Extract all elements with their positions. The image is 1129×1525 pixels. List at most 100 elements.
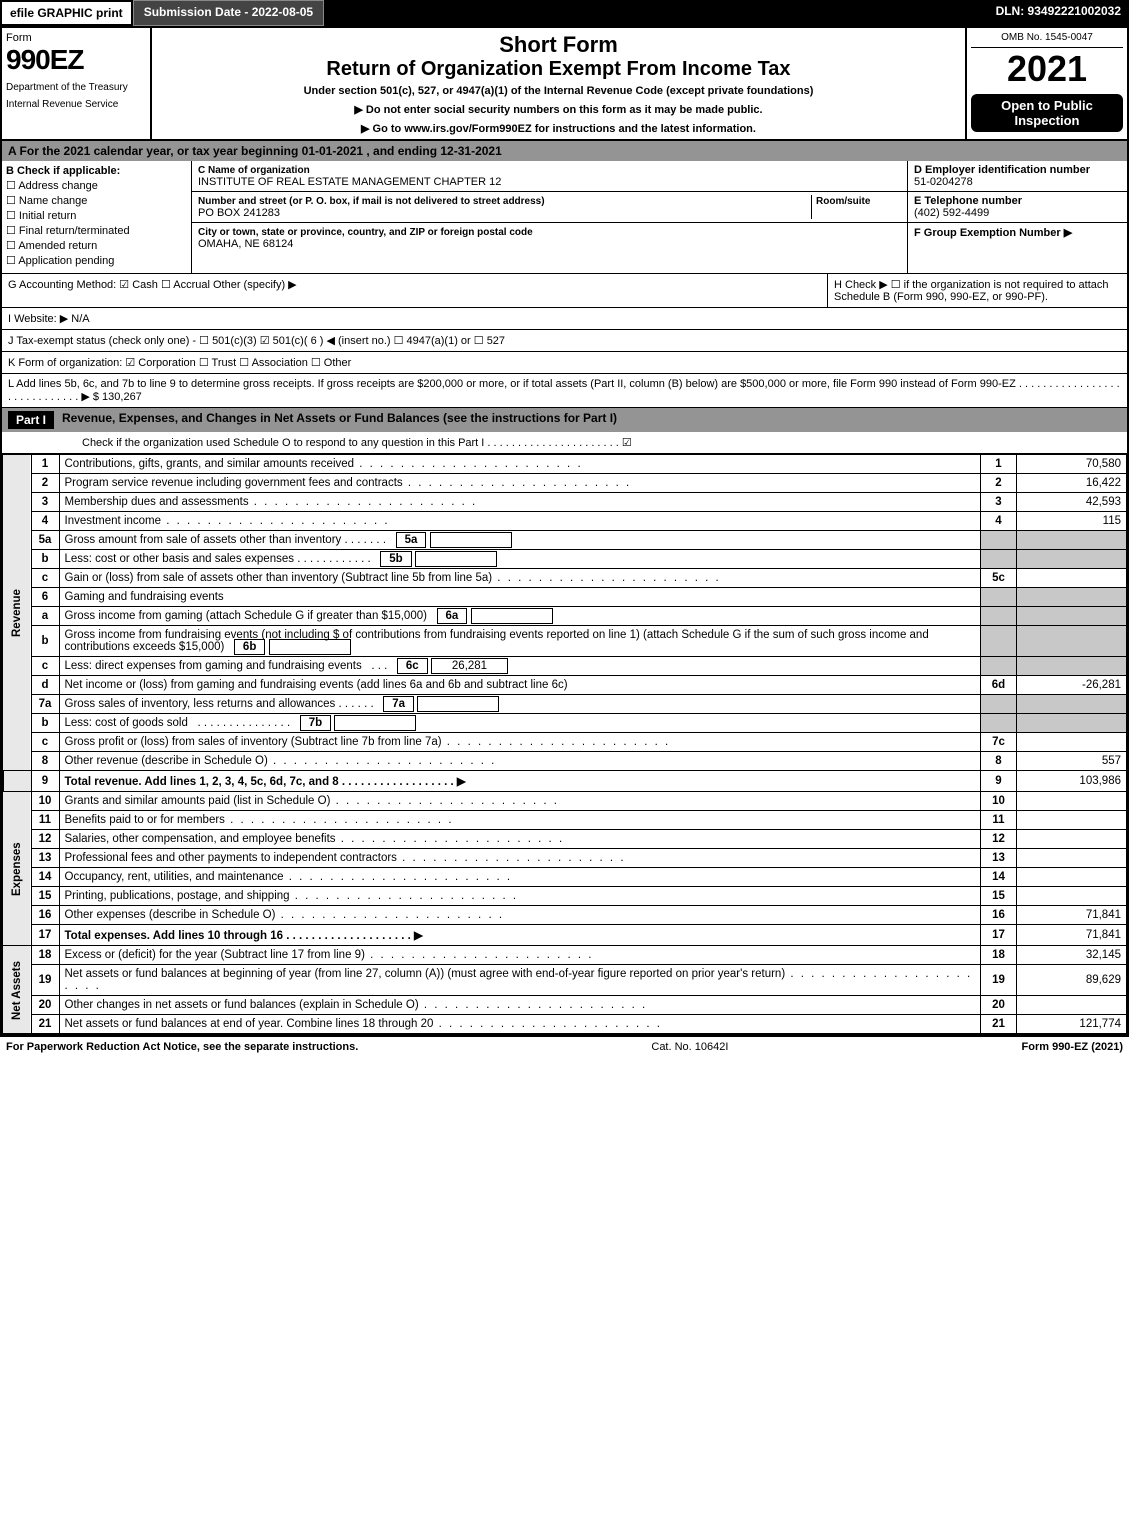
line-12-box: 12 bbox=[981, 830, 1017, 849]
efile-print-button[interactable]: efile GRAPHIC print bbox=[0, 0, 133, 26]
line-12-desc: Salaries, other compensation, and employ… bbox=[59, 830, 981, 849]
chk-initial-return[interactable]: ☐ Initial return bbox=[6, 209, 187, 222]
line-4-val: 115 bbox=[1017, 512, 1127, 531]
line-6a-num: a bbox=[31, 607, 59, 626]
dln-label: DLN: 93492221002032 bbox=[988, 0, 1129, 26]
line-6a-desc: Gross income from gaming (attach Schedul… bbox=[65, 610, 427, 622]
line-10-val bbox=[1017, 792, 1127, 811]
line-14-val bbox=[1017, 868, 1127, 887]
line-7a-shade bbox=[981, 695, 1017, 714]
line-5c-num: c bbox=[31, 569, 59, 588]
line-18-desc: Excess or (deficit) for the year (Subtra… bbox=[59, 946, 981, 965]
city-label: City or town, state or province, country… bbox=[198, 227, 533, 238]
line-21-val: 121,774 bbox=[1017, 1015, 1127, 1034]
line-6b-valshade bbox=[1017, 626, 1127, 657]
line-18-val: 32,145 bbox=[1017, 946, 1127, 965]
line-6c-valshade bbox=[1017, 657, 1127, 676]
line-5a-ival bbox=[430, 532, 512, 548]
line-9-val: 103,986 bbox=[1017, 771, 1127, 792]
line-6c-ival: 26,281 bbox=[431, 658, 508, 674]
line-2-num: 2 bbox=[31, 474, 59, 493]
row-k-form-org: K Form of organization: ☑ Corporation ☐ … bbox=[2, 352, 1127, 374]
line-6-desc: Gaming and fundraising events bbox=[59, 588, 981, 607]
form-label: Form bbox=[6, 32, 146, 44]
chk-name-change[interactable]: ☐ Name change bbox=[6, 194, 187, 207]
line-15-box: 15 bbox=[981, 887, 1017, 906]
tax-year: 2021 bbox=[971, 48, 1123, 90]
part-1-tag: Part I bbox=[8, 411, 54, 429]
line-4-desc: Investment income bbox=[59, 512, 981, 531]
line-6b-desc: Gross income from fundraising events (no… bbox=[65, 629, 929, 653]
line-8-desc: Other revenue (describe in Schedule O) bbox=[59, 752, 981, 771]
line-10-desc: Grants and similar amounts paid (list in… bbox=[59, 792, 981, 811]
line-13-box: 13 bbox=[981, 849, 1017, 868]
line-14-desc: Occupancy, rent, utilities, and maintena… bbox=[59, 868, 981, 887]
line-8-num: 8 bbox=[31, 752, 59, 771]
line-2-box: 2 bbox=[981, 474, 1017, 493]
line-6a-shade bbox=[981, 607, 1017, 626]
line-5c-box: 5c bbox=[981, 569, 1017, 588]
rev-side-end bbox=[3, 771, 31, 792]
line-5a-shade bbox=[981, 531, 1017, 550]
line-5a-desc: Gross amount from sale of assets other t… bbox=[65, 534, 342, 546]
line-7b-ibox: 7b bbox=[300, 715, 331, 731]
name-label: C Name of organization bbox=[198, 165, 310, 176]
line-7b-ival bbox=[334, 715, 416, 731]
line-7b-valshade bbox=[1017, 714, 1127, 733]
row-h-schedule-b: H Check ▶ ☐ if the organization is not r… bbox=[827, 274, 1127, 307]
line-6a-valshade bbox=[1017, 607, 1127, 626]
line-7b-shade bbox=[981, 714, 1017, 733]
instructions-link[interactable]: ▶ Go to www.irs.gov/Form990EZ for instru… bbox=[156, 122, 961, 135]
line-11-desc: Benefits paid to or for members bbox=[59, 811, 981, 830]
ein-label: D Employer identification number bbox=[914, 164, 1090, 176]
line-7c-box: 7c bbox=[981, 733, 1017, 752]
group-exemption-label: F Group Exemption Number ▶ bbox=[914, 227, 1072, 239]
form-number: 990EZ bbox=[6, 44, 146, 76]
line-13-val bbox=[1017, 849, 1127, 868]
chk-final-return[interactable]: ☐ Final return/terminated bbox=[6, 224, 187, 237]
line-8-val: 557 bbox=[1017, 752, 1127, 771]
submission-date-button[interactable]: Submission Date - 2022-08-05 bbox=[133, 0, 324, 26]
org-info-block: B Check if applicable: ☐ Address change … bbox=[2, 161, 1127, 274]
line-6d-box: 6d bbox=[981, 676, 1017, 695]
part-1-title: Revenue, Expenses, and Changes in Net As… bbox=[62, 411, 617, 429]
line-8-box: 8 bbox=[981, 752, 1017, 771]
org-city: OMAHA, NE 68124 bbox=[198, 238, 293, 250]
line-7c-num: c bbox=[31, 733, 59, 752]
line-7a-ibox: 7a bbox=[383, 696, 414, 712]
section-b-heading: B Check if applicable: bbox=[6, 165, 120, 177]
addr-label: Number and street (or P. O. box, if mail… bbox=[198, 196, 545, 207]
line-9-num: 9 bbox=[31, 771, 59, 792]
form-container: Form 990EZ Department of the Treasury In… bbox=[0, 26, 1129, 1036]
page-footer: For Paperwork Reduction Act Notice, see … bbox=[0, 1036, 1129, 1057]
line-21-num: 21 bbox=[31, 1015, 59, 1034]
phone-value: (402) 592-4499 bbox=[914, 207, 989, 219]
line-6-num: 6 bbox=[31, 588, 59, 607]
row-a-tax-year: A For the 2021 calendar year, or tax yea… bbox=[2, 141, 1127, 161]
line-5c-val bbox=[1017, 569, 1127, 588]
lines-table: Revenue 1Contributions, gifts, grants, a… bbox=[2, 454, 1127, 1034]
line-6c-num: c bbox=[31, 657, 59, 676]
omb-number: OMB No. 1545-0047 bbox=[971, 32, 1123, 48]
row-g-accounting: G Accounting Method: ☑ Cash ☐ Accrual Ot… bbox=[2, 274, 827, 307]
ein-value: 51-0204278 bbox=[914, 176, 973, 188]
line-6b-shade bbox=[981, 626, 1017, 657]
line-16-box: 16 bbox=[981, 906, 1017, 925]
chk-amended-return[interactable]: ☐ Amended return bbox=[6, 239, 187, 252]
form-title: Return of Organization Exempt From Incom… bbox=[156, 58, 961, 81]
dept-treasury: Department of the Treasury bbox=[6, 82, 146, 93]
line-6-shade bbox=[981, 588, 1017, 607]
line-20-box: 20 bbox=[981, 996, 1017, 1015]
line-6d-val: -26,281 bbox=[1017, 676, 1127, 695]
chk-application-pending[interactable]: ☐ Application pending bbox=[6, 254, 187, 267]
line-11-val bbox=[1017, 811, 1127, 830]
short-form-label: Short Form bbox=[156, 32, 961, 58]
dept-irs: Internal Revenue Service bbox=[6, 99, 146, 110]
netassets-side-label: Net Assets bbox=[3, 946, 31, 1034]
line-18-box: 18 bbox=[981, 946, 1017, 965]
chk-address-change[interactable]: ☐ Address change bbox=[6, 179, 187, 192]
ssn-warning: ▶ Do not enter social security numbers o… bbox=[156, 103, 961, 116]
line-11-box: 11 bbox=[981, 811, 1017, 830]
line-5a-valshade bbox=[1017, 531, 1127, 550]
line-17-num: 17 bbox=[31, 925, 59, 946]
